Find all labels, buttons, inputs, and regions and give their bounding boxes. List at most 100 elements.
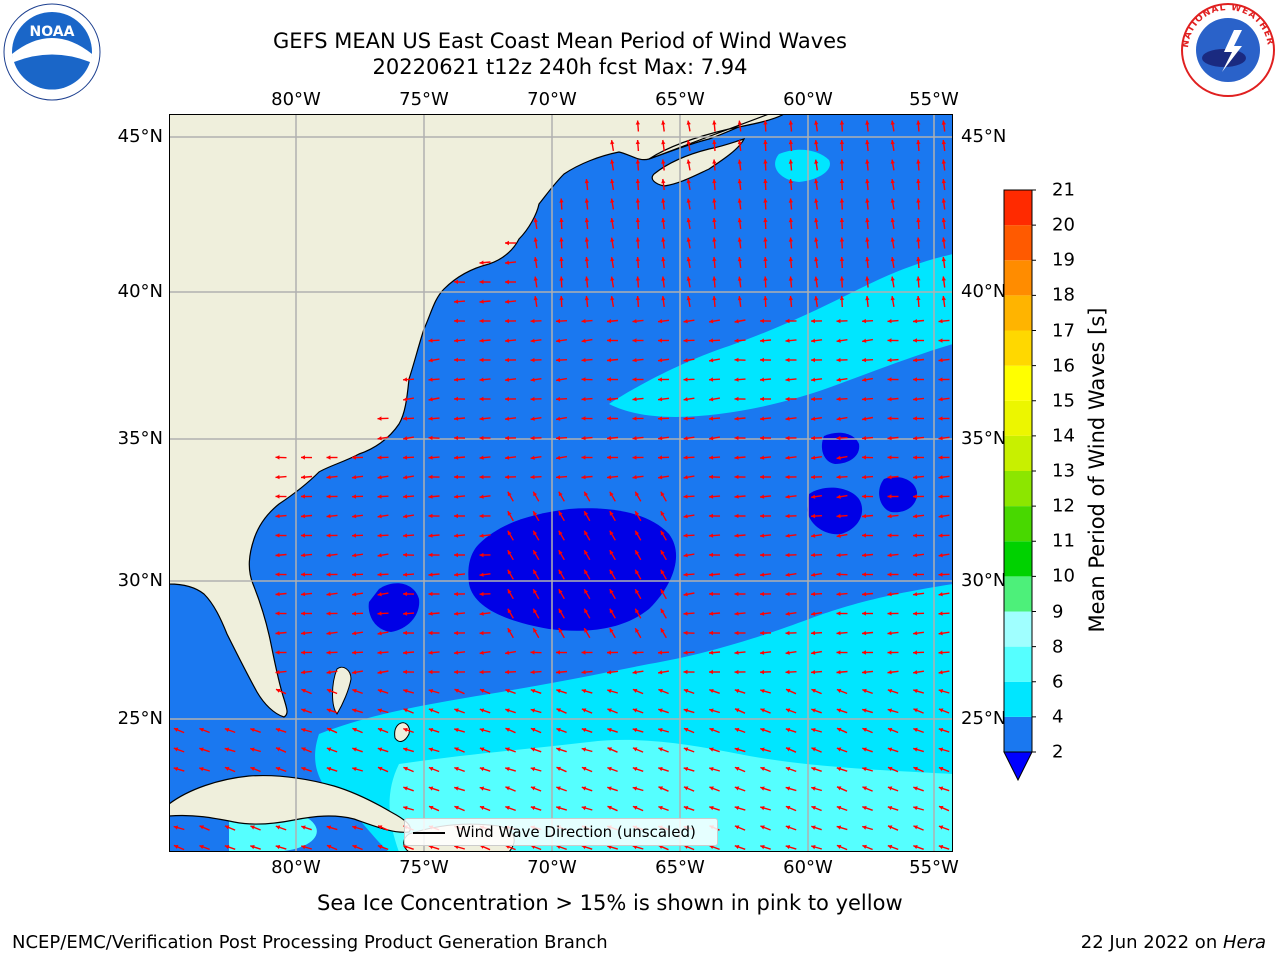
graticule	[169, 114, 953, 852]
wave-direction-arrowhead	[352, 688, 357, 693]
wave-direction-arrowhead	[760, 357, 764, 363]
wave-direction-arrowhead	[403, 806, 408, 811]
wave-direction-arrowhead	[814, 198, 819, 203]
wave-direction-arrowhead	[559, 237, 564, 242]
wave-direction-arrowhead	[709, 591, 713, 597]
wave-direction-arrowhead	[377, 572, 382, 577]
wave-direction-arrowhead	[403, 708, 408, 713]
wave-direction-arrowhead	[814, 218, 819, 223]
wave-direction-arrowhead	[938, 670, 943, 675]
wave-direction-arrowhead	[839, 179, 845, 184]
wave-direction-arrowhead	[865, 179, 870, 184]
lon-tick-top: 55°W	[909, 89, 959, 110]
wave-direction-arrowhead	[734, 727, 740, 732]
wave-direction-arrowhead	[352, 475, 357, 480]
wave-direction-arrowhead	[712, 296, 717, 301]
wave-direction-arrowhead	[811, 455, 816, 460]
wave-direction-arrowhead	[428, 650, 433, 655]
wave-direction-arrowhead	[709, 513, 713, 519]
wave-direction-arrowhead	[326, 631, 331, 636]
wave-direction-arrowhead	[887, 708, 893, 713]
wave-direction-arrowhead	[352, 611, 356, 616]
wave-direction-arrowhead	[887, 631, 892, 636]
wave-direction-arrowhead	[658, 767, 663, 772]
wave-direction-arrowhead	[377, 689, 383, 694]
wave-direction-arrowhead	[760, 552, 764, 558]
wave-direction-arrowhead	[862, 727, 867, 732]
wave-direction-arrowhead	[760, 513, 764, 519]
wave-direction-arrowhead	[913, 436, 918, 441]
wave-direction-arrowhead	[352, 455, 356, 460]
wave-direction-arrowhead	[785, 455, 790, 460]
wave-direction-arrowhead	[709, 552, 713, 558]
wave-direction-arrowhead	[377, 436, 382, 441]
wave-direction-arrowhead	[558, 628, 563, 633]
colorbar-tick-label: 6	[1052, 671, 1064, 693]
wave-direction-arrowhead	[199, 727, 204, 732]
wave-direction-arrowhead	[913, 319, 918, 324]
wave-direction-arrowhead	[814, 257, 819, 262]
wave-direction-arrowhead	[632, 358, 637, 363]
wave-direction-arrowhead	[530, 806, 536, 811]
wave-direction-arrowhead	[836, 396, 841, 402]
wave-direction-arrowhead	[199, 767, 204, 772]
wave-direction-arrowhead	[610, 276, 615, 281]
wave-direction-arrowhead	[584, 569, 589, 575]
wave-direction-arrowhead	[428, 513, 433, 519]
wave-direction-arrowhead	[250, 747, 255, 752]
colorbar-segment	[1004, 541, 1032, 577]
wave-direction-arrowhead	[865, 120, 870, 125]
wave-direction-arrowhead	[839, 276, 845, 281]
lon-tick-top: 60°W	[783, 89, 833, 110]
wave-direction-arrowhead	[479, 435, 484, 441]
wave-direction-arrowhead	[709, 338, 714, 343]
wave-direction-arrowhead	[352, 650, 357, 655]
wave-direction-arrowhead	[890, 296, 895, 301]
wave-direction-arrowhead	[785, 552, 790, 558]
wave-direction-arrowhead	[301, 670, 306, 675]
wave-direction-arrowhead	[301, 708, 306, 713]
wave-direction-arrowhead	[632, 767, 638, 771]
wave-direction-arrowhead	[352, 572, 356, 577]
wave-direction-arrowhead	[403, 689, 408, 694]
wave-direction-arrowhead	[454, 338, 459, 343]
wave-direction-arrowhead	[683, 514, 688, 519]
wave-direction-arrowhead	[507, 569, 512, 575]
wave-direction-arrowhead	[887, 416, 892, 421]
lon-tick-top: 65°W	[655, 89, 705, 110]
wave-direction-arrowhead	[839, 120, 845, 125]
wave-direction-arrowhead	[454, 396, 458, 402]
wave-direction-arrowhead	[913, 650, 917, 655]
wave-direction-arrowhead	[479, 728, 485, 733]
wave-direction-arrowhead	[836, 670, 841, 675]
wave-direction-arrowhead	[581, 670, 586, 675]
wave-direction-arrowhead	[709, 572, 714, 577]
wave-direction-arrowhead	[734, 572, 739, 577]
wave-direction-arrowhead	[530, 786, 536, 791]
wave-direction-arrowhead	[530, 767, 536, 772]
wave-direction-arrowhead	[454, 318, 458, 324]
wave-direction-arrowhead	[326, 767, 332, 772]
wave-direction-arrowhead	[712, 237, 717, 242]
wave-direction-arrowhead	[811, 805, 816, 810]
wave-direction-arrowhead	[556, 435, 561, 441]
wave-direction-arrowhead	[862, 494, 866, 499]
wave-direction-arrowhead	[760, 455, 765, 460]
wave-direction-arrowhead	[505, 318, 509, 324]
wave-direction-arrowhead	[428, 669, 433, 675]
wave-direction-arrowhead	[584, 608, 589, 614]
wave-direction-arrowhead	[836, 338, 841, 343]
wave-direction-arrowhead	[584, 218, 589, 223]
wave-direction-arrowhead	[352, 494, 356, 499]
wave-direction-arrowhead	[377, 844, 383, 849]
wave-direction-arrowhead	[275, 494, 280, 499]
wave-direction-arrowhead	[913, 397, 918, 402]
lon-tick-bottom: 70°W	[527, 857, 577, 878]
wave-direction-arrowhead	[454, 357, 458, 363]
wave-direction-arrowhead	[558, 608, 563, 614]
wave-direction-arrowhead	[760, 474, 764, 480]
wave-direction-arrowhead	[301, 475, 306, 480]
wave-direction-arrowhead	[658, 688, 663, 693]
wave-direction-arrowhead	[505, 786, 510, 791]
wave-direction-arrowhead	[581, 416, 586, 421]
